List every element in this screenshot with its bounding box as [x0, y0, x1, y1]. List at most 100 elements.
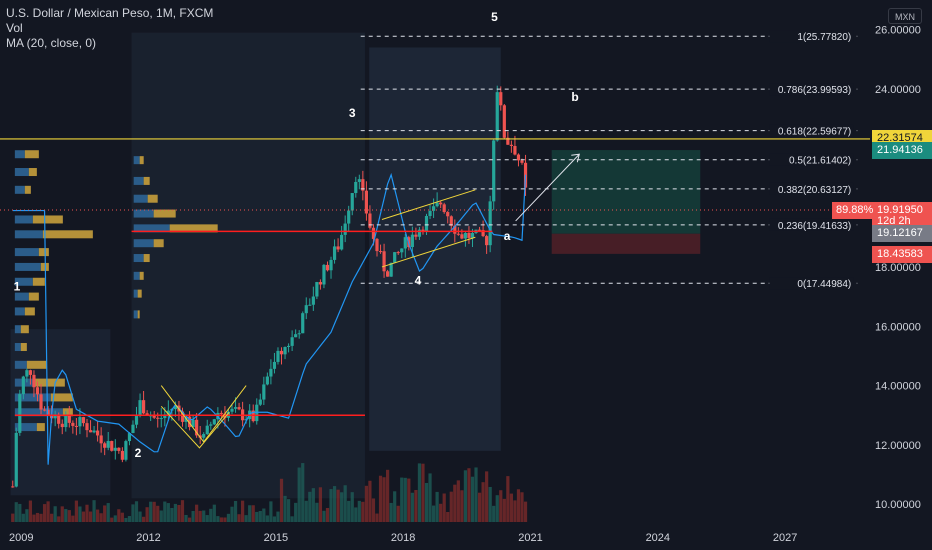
candle-body	[74, 425, 78, 427]
background-layer	[10, 32, 701, 499]
volume-bar	[403, 477, 407, 522]
volume-bar	[272, 516, 277, 522]
volume-bar	[315, 502, 319, 522]
candle-body	[152, 415, 156, 418]
x-tick-label: 2021	[518, 532, 542, 544]
volume-bar	[361, 501, 365, 522]
candle-body	[279, 350, 284, 355]
candle-body	[28, 370, 33, 375]
volume-bar	[382, 477, 386, 522]
volume-bar	[417, 463, 422, 522]
candle-body	[212, 419, 216, 425]
volume-bar	[117, 509, 121, 522]
volume-bar	[446, 511, 450, 522]
volume-bar	[499, 490, 503, 522]
volume-bar	[389, 502, 393, 522]
y-tick-label: 18.00000	[875, 262, 921, 274]
candle-body	[424, 215, 429, 232]
candle-body	[347, 210, 351, 224]
volume-bar	[46, 501, 50, 522]
candle-body	[272, 361, 277, 369]
volume-bar	[177, 505, 181, 522]
volume-bar	[258, 510, 262, 522]
volume-bar	[159, 510, 163, 522]
volume-bar	[230, 506, 234, 522]
currency-badge[interactable]: MXN	[888, 8, 922, 24]
candle-body	[134, 414, 139, 425]
candle-body	[315, 282, 319, 297]
volume-bar	[318, 487, 323, 522]
ma-indicator-label[interactable]: MA (20, close, 0)	[6, 36, 97, 50]
fib-label-bg	[769, 30, 854, 43]
volume-bar	[53, 506, 57, 522]
volume-bar	[145, 507, 149, 522]
volume-bar	[414, 490, 418, 522]
x-tick-label: 2024	[646, 532, 670, 544]
fib-level-label: 0.786(23.99593)	[778, 85, 851, 96]
volume-bar	[364, 485, 368, 522]
volume-bar	[156, 505, 160, 522]
volume-bar	[488, 486, 492, 522]
candle-body	[361, 179, 365, 191]
volume-bar	[485, 471, 489, 522]
candle-body	[53, 414, 57, 419]
chart-legend: U.S. Dollar / Mexican Peso, 1M, FXCM Vol…	[6, 6, 213, 51]
candle-body	[244, 419, 248, 421]
volume-indicator-label[interactable]: Vol	[6, 21, 23, 35]
volume-bar	[60, 506, 64, 522]
volume-bar	[492, 505, 496, 522]
volume-bar	[198, 510, 202, 522]
x-tick-label: 2027	[773, 532, 797, 544]
x-tick-label: 2009	[9, 532, 33, 544]
symbol-title[interactable]: U.S. Dollar / Mexican Peso, 1M, FXCM	[6, 6, 214, 20]
volume-bar	[410, 492, 414, 522]
candle-body	[325, 264, 330, 271]
candle-body	[156, 417, 160, 419]
candle-body	[481, 230, 485, 237]
volume-bar	[431, 505, 436, 522]
volume-bar	[332, 486, 337, 522]
volume-bar	[67, 510, 71, 522]
candle-body	[318, 282, 323, 285]
volume-bar	[301, 463, 305, 522]
candle-body	[166, 410, 170, 415]
candle-body	[180, 411, 185, 422]
candle-body	[456, 233, 460, 235]
y-tick-label: 16.00000	[875, 321, 921, 333]
volume-bar	[481, 482, 485, 522]
candle-body	[11, 486, 15, 488]
volume-bar	[149, 501, 153, 522]
candle-body	[233, 407, 238, 409]
volume-bar	[477, 492, 482, 522]
volume-bar	[265, 515, 269, 522]
candle-body	[67, 414, 71, 423]
candle-body	[460, 234, 464, 239]
fib-level-label: 0.382(20.63127)	[778, 185, 851, 196]
candle-body	[308, 304, 312, 306]
candle-body	[520, 160, 524, 163]
volume-bar	[304, 500, 308, 522]
candle-body	[304, 305, 308, 314]
candle-body	[127, 433, 132, 442]
volume-bar	[424, 482, 429, 522]
fib-label-bg	[769, 218, 854, 231]
fib-level-label: 0.618(22.59677)	[778, 127, 851, 138]
volume-bar	[88, 511, 93, 522]
volume-bar	[502, 498, 506, 522]
volume-bar	[439, 503, 443, 522]
candle-body	[159, 418, 163, 420]
candle-body	[262, 384, 266, 400]
fib-level-label: 0.236(19.41633)	[778, 221, 851, 232]
y-tick-label: 12.00000	[875, 440, 921, 452]
volume-bar	[85, 504, 89, 522]
candle-body	[173, 405, 178, 410]
volume-bar	[223, 517, 227, 522]
candle-body	[492, 140, 496, 202]
wave-labels-layer: 1 2 3 4 5 a b	[14, 10, 579, 460]
candle-body	[386, 271, 390, 277]
volume-bar	[371, 498, 376, 522]
candle-body	[42, 409, 47, 411]
candle-body	[446, 212, 450, 217]
axis-layer: 10.00000 12.00000 14.00000 16.00000 18.00000…	[9, 25, 921, 544]
